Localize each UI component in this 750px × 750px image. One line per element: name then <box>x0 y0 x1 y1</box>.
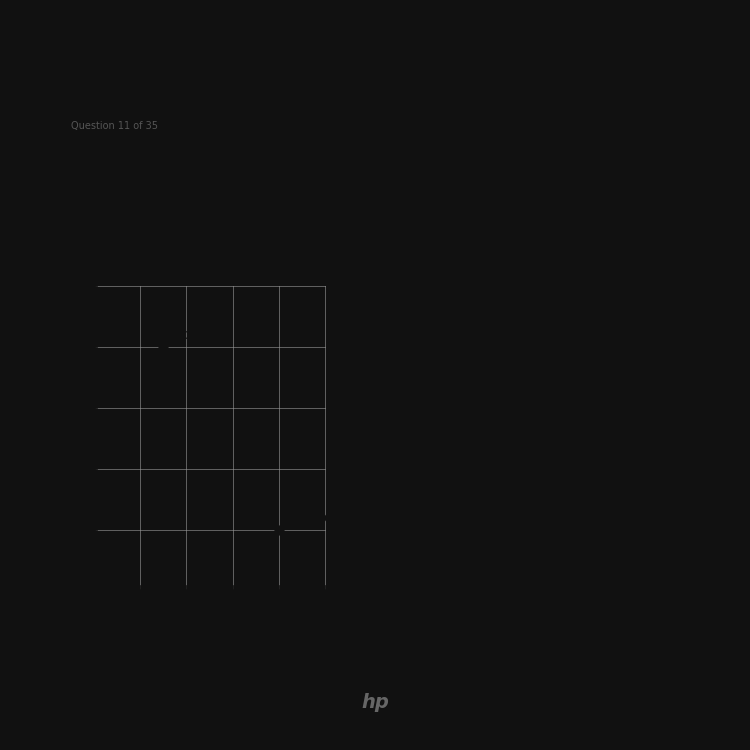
Text: 10: 10 <box>70 279 86 292</box>
Text: 4: 4 <box>77 462 86 476</box>
Point <box>157 340 169 352</box>
Text: 6: 6 <box>229 604 236 617</box>
Text: 2: 2 <box>77 524 86 536</box>
Text: 2: 2 <box>136 604 144 617</box>
Text: 6: 6 <box>77 401 86 414</box>
Text: Question 11 of 35: Question 11 of 35 <box>70 121 158 130</box>
Text: x: x <box>360 588 369 602</box>
Text: 10: 10 <box>317 604 333 617</box>
Text: 8: 8 <box>275 604 283 617</box>
Point <box>273 524 285 536</box>
Text: 4: 4 <box>182 604 190 617</box>
Text: plane shown. What are the coordinates (x, y) of her school?: plane shown. What are the coordinates (x… <box>70 210 530 224</box>
Text: hp: hp <box>361 692 389 712</box>
Text: School: School <box>285 511 332 525</box>
Text: Home: Home <box>169 328 211 342</box>
Text: y: y <box>93 226 101 240</box>
Text: The location of Sonia’s school and home are plotted on the coordinate: The location of Sonia’s school and home … <box>70 158 613 172</box>
Text: 8: 8 <box>77 340 86 353</box>
Text: O: O <box>80 604 91 617</box>
